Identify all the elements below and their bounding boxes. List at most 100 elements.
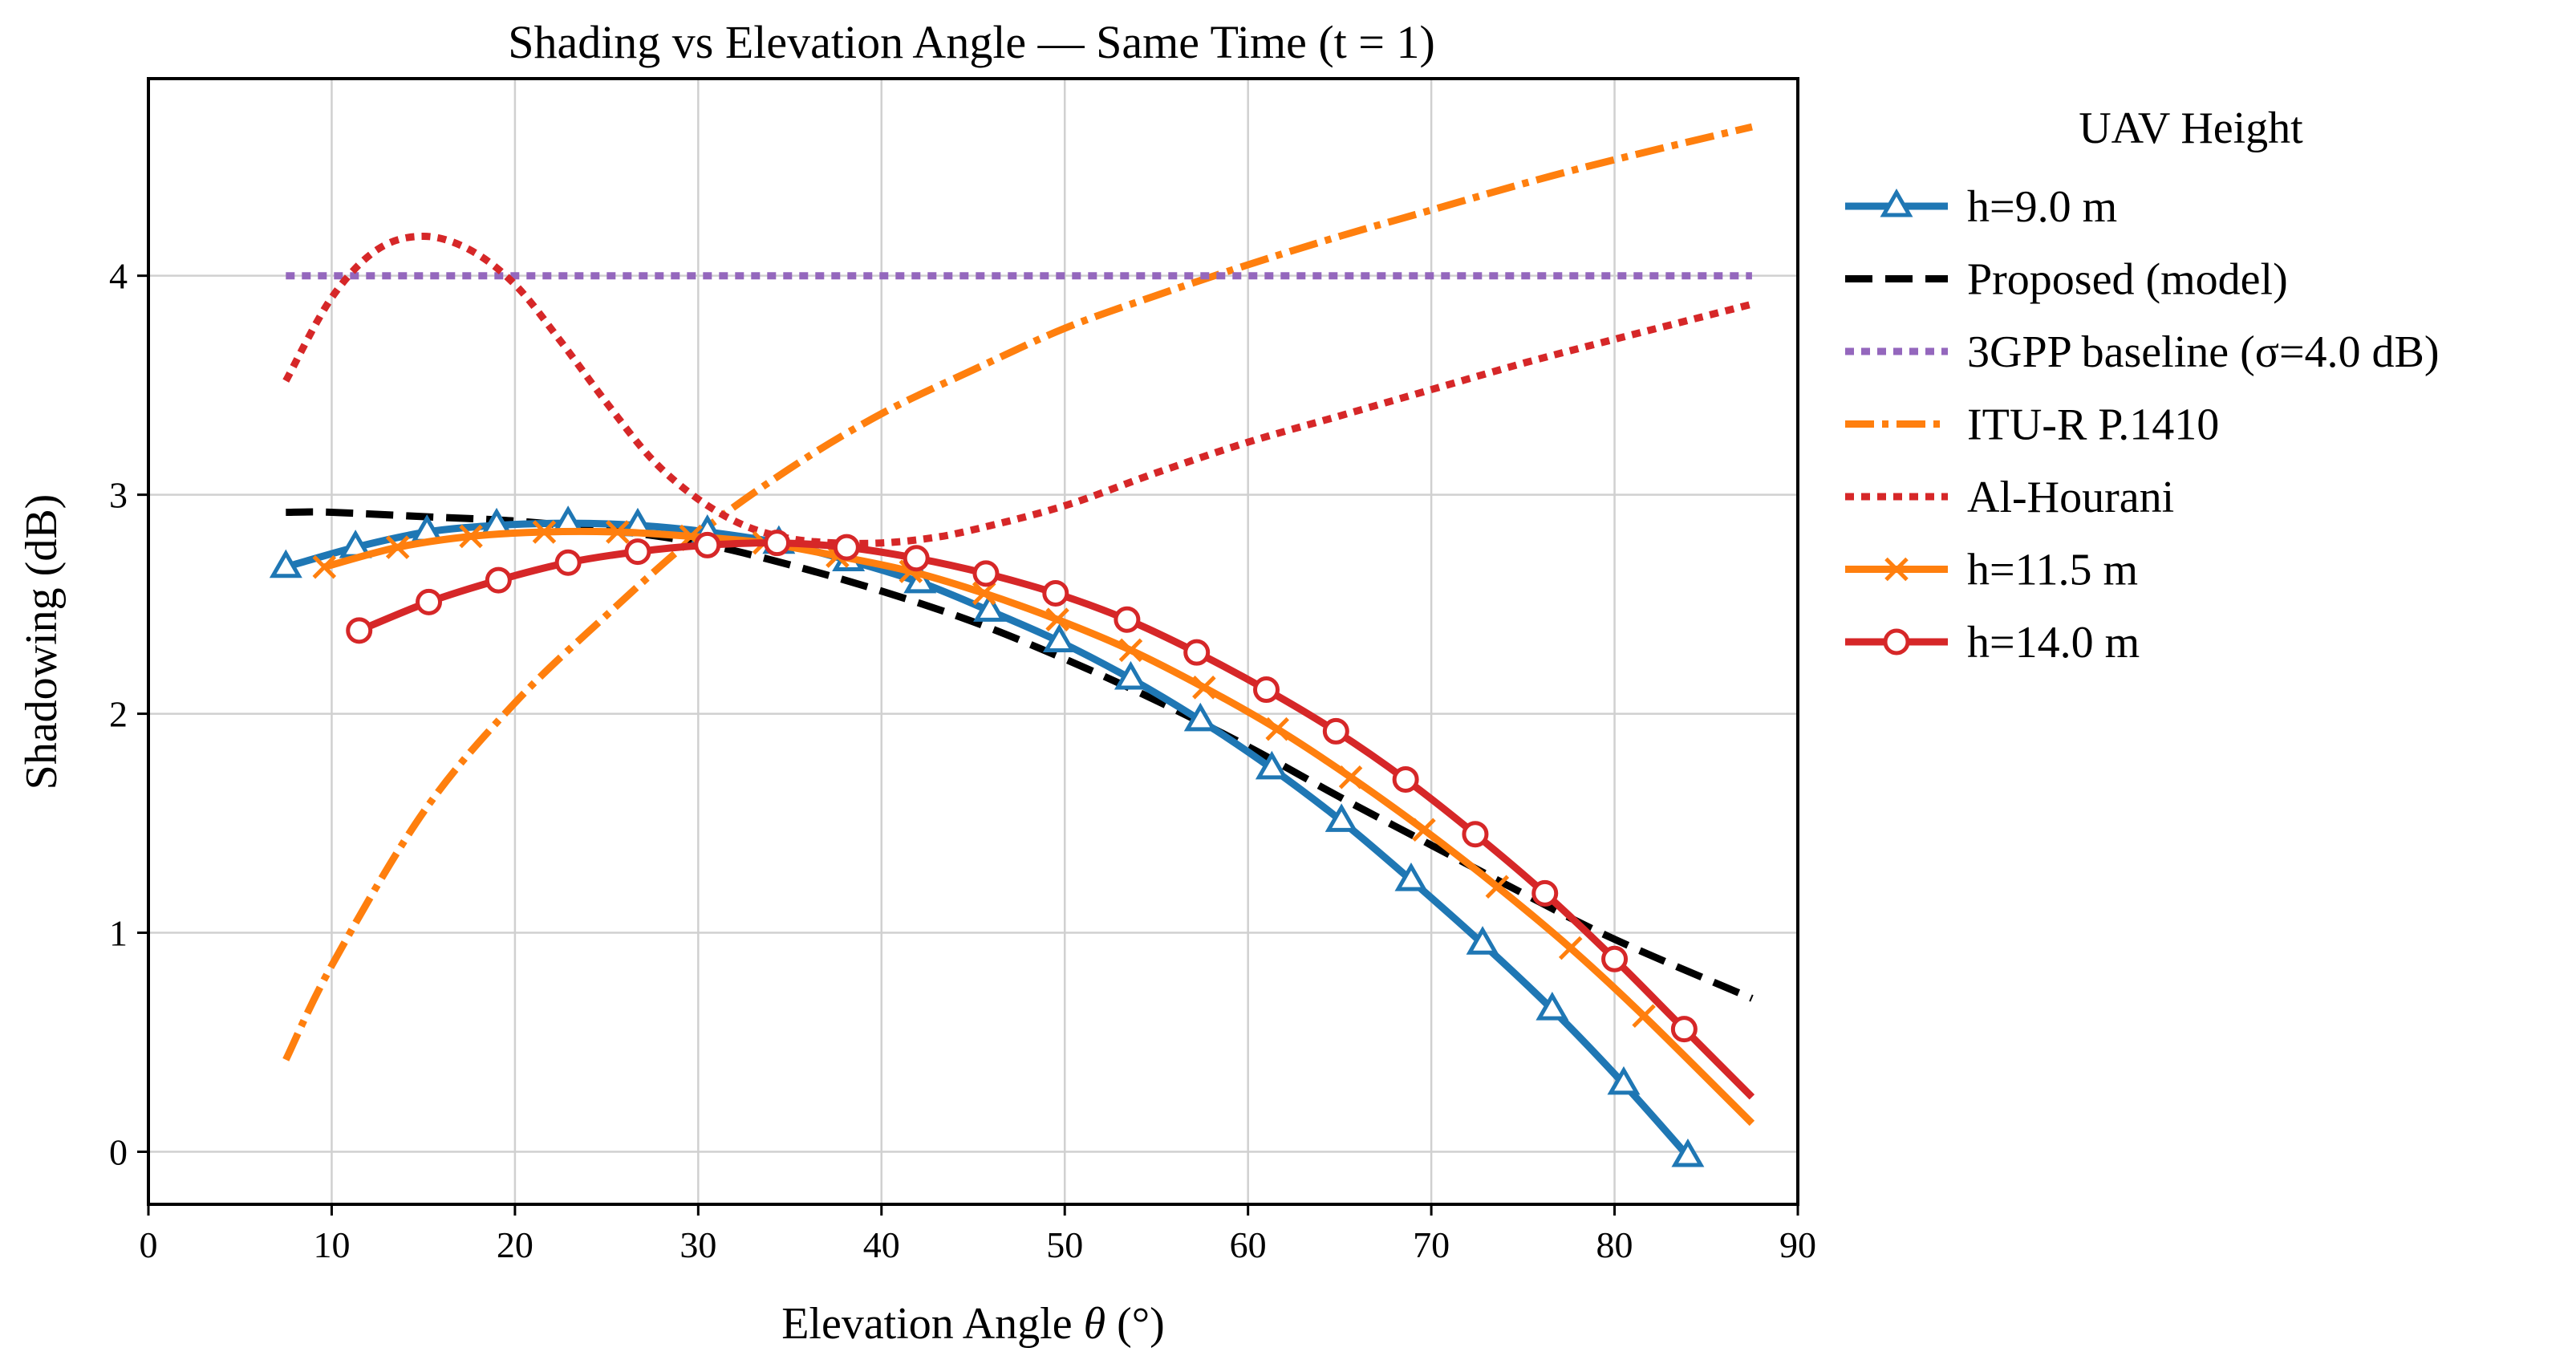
legend-label: h=11.5 m (1967, 546, 2138, 595)
y-tick-label: 0 (109, 1131, 128, 1172)
x-tick-label: 10 (313, 1224, 350, 1265)
legend-entry-h-9-0-m: h=9.0 m (1845, 182, 2117, 232)
series-h-9-0-m (269, 505, 1705, 1167)
data-point-h-14-0-m (1042, 579, 1069, 607)
legend-label: h=14.0 m (1967, 618, 2140, 668)
x-tick-label: 0 (140, 1224, 158, 1265)
data-point-h-9-0-m (1114, 660, 1147, 690)
legend-entry-proposed-model: Proposed (model) (1845, 255, 2288, 305)
data-point-h-11-5-m (1485, 875, 1510, 899)
data-point-h-11-5-m (1045, 607, 1069, 631)
x-axis-title-symbol: θ (1084, 1299, 1106, 1349)
series-h-14-0-m (346, 530, 1755, 1100)
series-itu-r-p-1410 (282, 123, 1753, 1061)
data-point-h-11-5-m (1338, 765, 1363, 790)
y-axis-title: Shadowing (dB) (17, 494, 67, 790)
series-al-hourani (282, 233, 1754, 547)
data-point-h-14-0-m (1392, 765, 1419, 793)
data-point-h-9-0-m (269, 549, 302, 578)
legend-swatch-marker (1880, 188, 1913, 217)
data-point-h-11-5-m (1412, 818, 1436, 842)
legend-label: ITU-R P.1410 (1967, 400, 2219, 450)
data-point-h-9-0-m (1183, 702, 1217, 732)
y-tick-label: 3 (109, 475, 128, 516)
data-point-h-14-0-m (1670, 1016, 1698, 1043)
data-point-h-14-0-m (833, 534, 860, 561)
series-h-11-5-m (312, 520, 1755, 1126)
data-point-h-9-0-m (1466, 926, 1499, 955)
data-point-h-14-0-m (1531, 879, 1559, 907)
data-point-h-11-5-m (1192, 676, 1216, 700)
legend-swatch-marker (1883, 628, 1910, 656)
data-point-h-9-0-m (1535, 992, 1569, 1021)
y-tick-label: 2 (109, 694, 128, 735)
y-tick-label: 1 (109, 913, 128, 954)
data-point-h-9-0-m (973, 593, 1007, 622)
legend-label: h=9.0 m (1967, 182, 2117, 232)
data-point-h-11-5-m (385, 535, 410, 559)
data-point-h-11-5-m (312, 554, 337, 579)
x-tick-label: 40 (863, 1224, 900, 1265)
x-tick-label: 80 (1596, 1224, 1633, 1265)
data-point-h-11-5-m (1265, 716, 1289, 741)
legend-label: Proposed (model) (1967, 255, 2288, 305)
series-layer (269, 123, 1755, 1167)
legend-entry-al-hourani: Al-Hourani (1845, 473, 2174, 522)
data-point-h-14-0-m (1462, 821, 1489, 848)
data-point-h-14-0-m (416, 588, 443, 615)
series-line-itu-r-p-1410 (282, 123, 1753, 1061)
data-point-h-11-5-m (532, 520, 557, 544)
data-point-h-14-0-m (1253, 676, 1280, 704)
x-tick-label: 50 (1046, 1224, 1083, 1265)
legend-entry-h-11-5-m: h=11.5 m (1845, 546, 2138, 595)
data-point-h-11-5-m (606, 520, 630, 544)
data-point-h-11-5-m (972, 581, 996, 606)
legend-entry-itu-r-p-1410: ITU-R P.1410 (1845, 400, 2219, 450)
data-point-h-14-0-m (972, 560, 1000, 587)
data-point-h-9-0-m (1325, 803, 1358, 832)
data-point-h-14-0-m (1183, 639, 1211, 666)
x-tick-label: 70 (1413, 1224, 1450, 1265)
data-point-h-11-5-m (1558, 936, 1583, 960)
data-point-h-11-5-m (1118, 638, 1143, 663)
legend-title: UAV Height (2079, 104, 2303, 153)
legend-label: 3GPP baseline (σ=4.0 dB) (1967, 327, 2440, 377)
legend: UAV Height h=9.0 m Proposed (model) 3GPP b… (1845, 104, 2440, 668)
x-tick-label: 90 (1779, 1224, 1816, 1265)
data-point-h-14-0-m (1601, 945, 1629, 972)
x-tick-label: 60 (1230, 1224, 1267, 1265)
legend-swatch-marker (1884, 557, 1909, 582)
data-point-h-14-0-m (624, 538, 651, 566)
legend-entry-3gpp-baseline-4-0-db: 3GPP baseline (σ=4.0 dB) (1845, 327, 2440, 377)
series-proposed-model (286, 508, 1754, 1002)
data-point-h-14-0-m (764, 530, 791, 557)
data-point-h-9-0-m (1671, 1138, 1705, 1167)
data-point-h-14-0-m (346, 617, 373, 644)
data-point-h-14-0-m (485, 566, 512, 594)
legend-entries: h=9.0 m Proposed (model) 3GPP baseline (σ=… (1845, 182, 2440, 668)
plot-frame (147, 77, 1799, 1206)
data-point-h-11-5-m (459, 524, 483, 549)
y-tick-label: 4 (109, 256, 128, 297)
legend-label: Al-Hourani (1967, 473, 2174, 522)
data-point-h-14-0-m (1114, 606, 1141, 633)
data-point-h-9-0-m (1607, 1066, 1641, 1095)
data-point-h-14-0-m (554, 549, 582, 576)
series-line-al-hourani (282, 233, 1754, 547)
x-tick-label: 20 (497, 1224, 533, 1265)
data-point-h-14-0-m (1322, 717, 1349, 745)
data-point-h-9-0-m (1042, 623, 1076, 653)
data-point-h-11-5-m (1632, 1004, 1656, 1029)
data-point-h-14-0-m (694, 531, 721, 558)
chart-title: Shading vs Elevation Angle — Same Time (… (508, 16, 1435, 68)
data-point-h-9-0-m (1255, 750, 1288, 780)
data-point-h-14-0-m (903, 545, 930, 572)
data-point-h-9-0-m (1394, 863, 1428, 891)
x-axis-title: Elevation Angle θ (°) (781, 1299, 1165, 1349)
x-tick-label: 30 (679, 1224, 716, 1265)
ticks: 0 10 20 30 40 50 60 70 80 90 0 1 2 3 4 (109, 256, 1816, 1265)
series-line-proposed-model (286, 508, 1754, 1002)
legend-entry-h-14-0-m: h=14.0 m (1845, 618, 2140, 668)
